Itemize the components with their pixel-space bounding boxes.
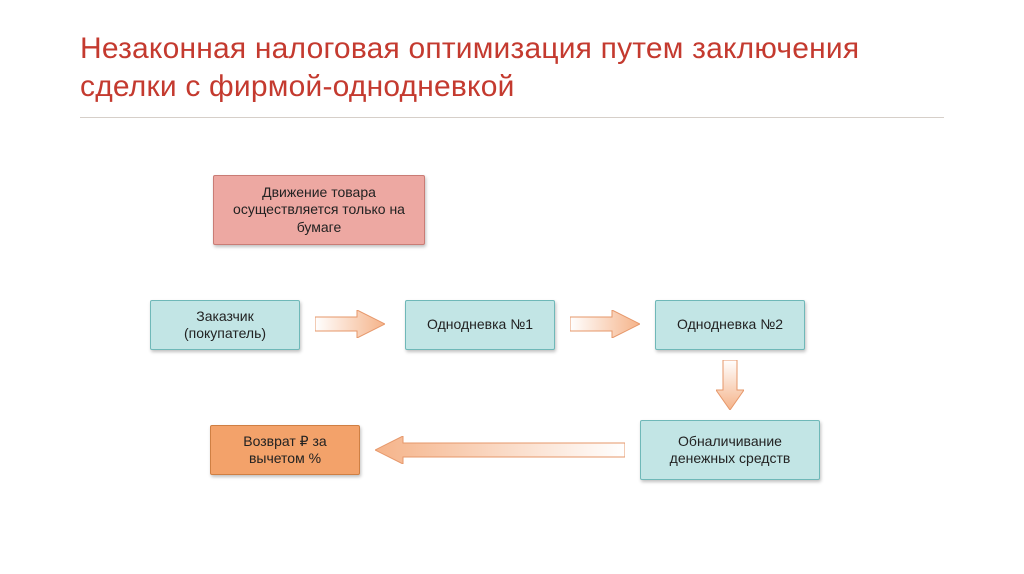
shell2-box: Однодневка №2 bbox=[655, 300, 805, 350]
arrow-customer-shell1 bbox=[315, 310, 385, 338]
arrow-shell2-cashout bbox=[716, 360, 744, 410]
diagram-canvas: Движение товара осуществляется только на… bbox=[0, 0, 1024, 574]
return-box: Возврат ₽ за вычетом % bbox=[210, 425, 360, 475]
cashout-box: Обналичивание денежных средств bbox=[640, 420, 820, 480]
customer-box: Заказчик (покупатель) bbox=[150, 300, 300, 350]
note-box: Движение товара осуществляется только на… bbox=[213, 175, 425, 245]
arrow-shell1-shell2 bbox=[570, 310, 640, 338]
arrow-cashout-return bbox=[375, 436, 625, 464]
shell1-box: Однодневка №1 bbox=[405, 300, 555, 350]
